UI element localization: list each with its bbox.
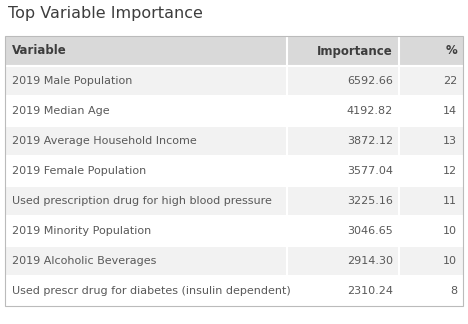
Bar xyxy=(5,126,463,156)
Bar xyxy=(5,66,463,96)
Text: 11: 11 xyxy=(443,196,457,206)
Text: 3577.04: 3577.04 xyxy=(347,166,393,176)
Text: 2019 Minority Population: 2019 Minority Population xyxy=(12,226,151,236)
Text: 2310.24: 2310.24 xyxy=(347,286,393,296)
Text: 3225.16: 3225.16 xyxy=(347,196,393,206)
Text: Top Variable Importance: Top Variable Importance xyxy=(8,6,203,21)
Text: 14: 14 xyxy=(443,106,457,116)
Bar xyxy=(5,216,463,246)
Text: %: % xyxy=(445,44,457,57)
Text: 2019 Female Population: 2019 Female Population xyxy=(12,166,146,176)
Bar xyxy=(5,96,463,126)
Bar xyxy=(5,156,463,186)
Text: 3872.12: 3872.12 xyxy=(347,136,393,146)
Text: 10: 10 xyxy=(443,256,457,266)
Text: 13: 13 xyxy=(443,136,457,146)
Bar xyxy=(5,246,463,276)
Text: 2019 Average Household Income: 2019 Average Household Income xyxy=(12,136,197,146)
Text: 2019 Male Population: 2019 Male Population xyxy=(12,76,132,86)
Text: 2914.30: 2914.30 xyxy=(347,256,393,266)
Text: 2019 Median Age: 2019 Median Age xyxy=(12,106,110,116)
Text: Used prescription drug for high blood pressure: Used prescription drug for high blood pr… xyxy=(12,196,272,206)
Text: 12: 12 xyxy=(443,166,457,176)
Text: 10: 10 xyxy=(443,226,457,236)
Bar xyxy=(5,186,463,216)
Bar xyxy=(5,36,463,306)
Text: 22: 22 xyxy=(443,76,457,86)
Text: Variable: Variable xyxy=(12,44,67,57)
Bar xyxy=(5,36,463,66)
Text: 2019 Alcoholic Beverages: 2019 Alcoholic Beverages xyxy=(12,256,156,266)
Text: 6592.66: 6592.66 xyxy=(347,76,393,86)
Text: 8: 8 xyxy=(450,286,457,296)
Text: 4192.82: 4192.82 xyxy=(347,106,393,116)
Text: 3046.65: 3046.65 xyxy=(347,226,393,236)
Text: Used prescr drug for diabetes (insulin dependent): Used prescr drug for diabetes (insulin d… xyxy=(12,286,291,296)
Text: Importance: Importance xyxy=(317,44,393,57)
Bar xyxy=(5,276,463,306)
